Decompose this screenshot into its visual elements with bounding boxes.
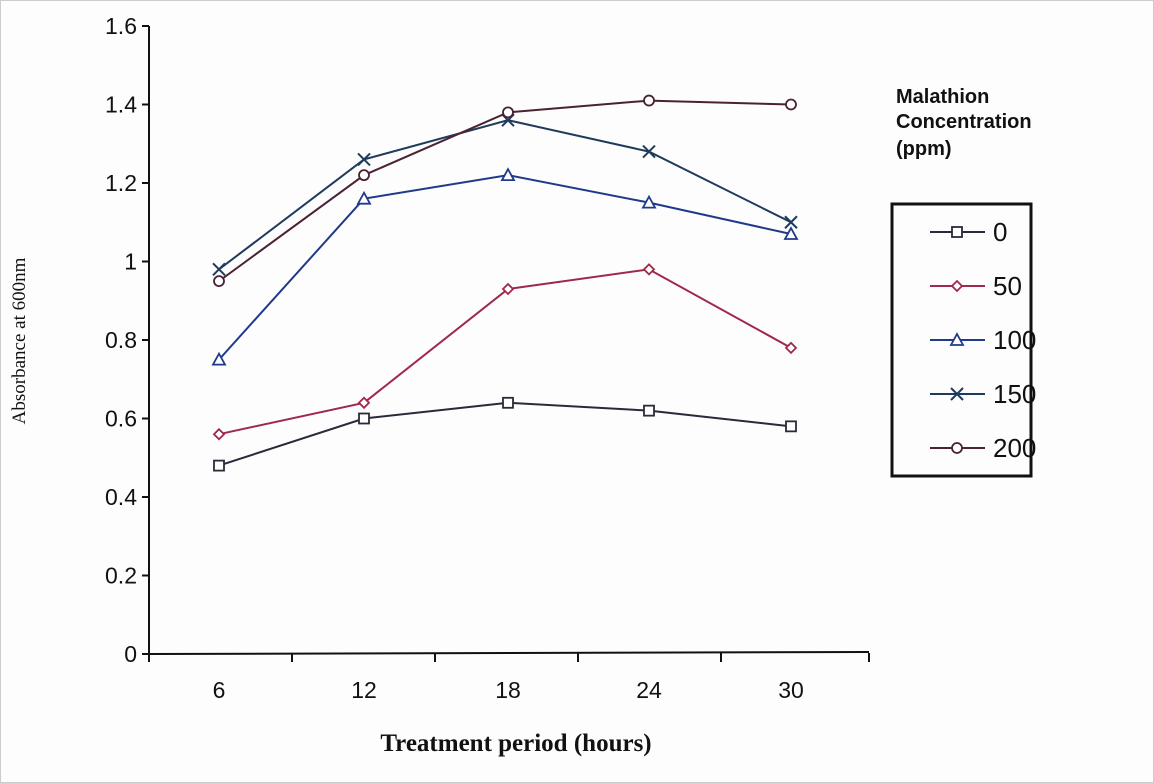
y-tick-label: 1.6: [105, 13, 137, 39]
data-point-50-6: [212, 427, 226, 441]
series-line-200: [218, 99, 792, 282]
y-tick-label: 0.6: [105, 406, 137, 432]
data-point-50-24: [642, 263, 656, 276]
legend-marker-100: [949, 332, 965, 346]
series-line-150: [218, 119, 792, 271]
legend-box: [890, 202, 1033, 478]
x-tick-label: 12: [351, 677, 377, 703]
data-point-150-30: [784, 215, 798, 229]
legend-marker-200: [951, 442, 963, 454]
data-point-0-24: [643, 404, 655, 417]
legend-title-line-3: (ppm): [896, 138, 952, 160]
x-tick-label: 18: [495, 677, 521, 703]
x-tick-label: 6: [213, 677, 226, 703]
y-tick-label: 0: [124, 641, 137, 667]
data-point-200-24: [643, 94, 655, 107]
data-point-0-18: [502, 396, 514, 409]
y-tick-label: 1: [124, 249, 137, 275]
data-point-0-6: [213, 459, 225, 472]
y-tick-label: 1.2: [105, 170, 137, 196]
data-point-50-30: [784, 341, 798, 355]
data-point-150-12: [357, 152, 371, 167]
data-point-150-6: [212, 262, 226, 277]
legend-label-200: 200: [993, 433, 1036, 463]
data-point-0-12: [358, 412, 370, 425]
legend-label-50: 50: [993, 271, 1022, 301]
legend-title-line-2: Concentration: [896, 111, 1032, 133]
y-tick-label: 1.4: [105, 92, 137, 118]
data-point-50-12: [357, 396, 371, 410]
data-point-200-12: [358, 169, 370, 182]
y-tick-label: 0.2: [105, 563, 137, 589]
data-point-100-24: [641, 194, 657, 209]
legend-marker-150: [950, 387, 964, 401]
legend-label-0: 0: [993, 217, 1007, 247]
series-line-0: [218, 401, 792, 467]
data-point-0-30: [785, 420, 797, 433]
data-point-150-24: [642, 144, 656, 159]
x-tick-label: 24: [636, 677, 662, 703]
data-point-200-18: [502, 106, 514, 119]
series-line-100: [218, 174, 792, 361]
y-tick-label: 0.4: [105, 484, 137, 510]
y-tick-label: 0.8: [105, 327, 137, 353]
x-axis-line: [148, 651, 870, 655]
y-axis-label: Absorbance at 600nm: [9, 257, 30, 424]
data-point-200-6: [213, 275, 225, 288]
data-point-100-30: [783, 226, 799, 240]
legend-marker-0: [951, 226, 963, 238]
x-axis-label: Treatment period (hours): [380, 730, 651, 757]
data-point-100-6: [211, 351, 227, 366]
data-point-200-30: [785, 98, 797, 111]
data-point-100-18: [500, 167, 516, 182]
x-tick-label: 30: [778, 677, 804, 703]
data-point-50-18: [501, 282, 515, 296]
legend-label-150: 150: [993, 379, 1036, 409]
data-point-100-12: [356, 190, 372, 205]
series-line-50: [218, 268, 792, 436]
legend-marker-50: [950, 279, 964, 293]
legend-label-100: 100: [993, 325, 1036, 355]
legend-title-line-1: Malathion: [896, 86, 989, 108]
